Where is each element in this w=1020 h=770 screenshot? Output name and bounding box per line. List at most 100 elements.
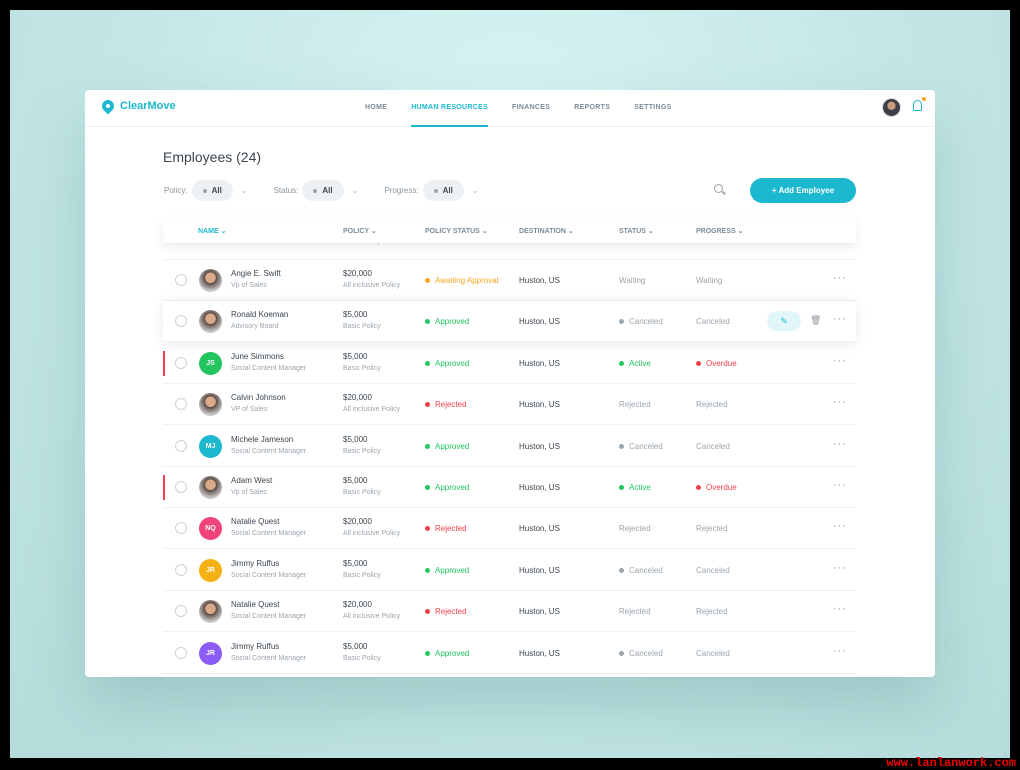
policy-status-dot-icon [425, 526, 430, 532]
row-checkbox[interactable] [175, 563, 187, 576]
policy-name: All inclusive Policy [343, 613, 401, 621]
row-checkbox[interactable] [175, 398, 187, 411]
employee-name[interactable]: Jimmy Ruffus [231, 641, 280, 651]
status: Active [619, 359, 651, 368]
status-text: Canceled [629, 441, 663, 451]
policy-name: All inclusive Policy [343, 406, 401, 414]
policy-status: Awaiting Approval [425, 276, 498, 285]
row-checkbox[interactable] [175, 646, 187, 659]
table-row[interactable]: Adam West Vp of Sales $5,000 Basic Policy Ap… [163, 467, 856, 508]
employee-role: Advisory Board [231, 323, 279, 331]
table-row[interactable]: JS June Simmons Social Content Manager $5,0… [163, 343, 856, 384]
row-checkbox[interactable] [175, 522, 187, 535]
nav-settings[interactable]: SETTINGS [634, 104, 672, 111]
table-row[interactable]: MJ Michele Jameson Social Content Manager $… [163, 426, 856, 467]
column-policy-status[interactable]: POLICY STATUS ⌄ [425, 228, 488, 235]
progress: Rejected [696, 607, 728, 616]
table-row[interactable]: Ronald Koeman Advisory Board $5,000 Basic P… [163, 301, 856, 343]
status-filter[interactable]: All [302, 180, 344, 201]
avatar: NQ [199, 517, 222, 541]
more-options-icon[interactable]: ··· [833, 603, 847, 616]
row-checkbox[interactable] [175, 274, 187, 286]
nav-human-resources[interactable]: HUMAN RESOURCES [411, 90, 489, 127]
chevron-down-icon[interactable]: ⌄ [240, 186, 248, 195]
table-row[interactable]: JR Jimmy Ruffus Social Content Manager $5,0… [163, 633, 856, 674]
row-checkbox[interactable] [175, 481, 187, 493]
more-options-icon[interactable]: ··· [833, 520, 847, 533]
more-options-icon[interactable]: ··· [833, 561, 847, 574]
nav-home[interactable]: HOME [365, 104, 388, 111]
chevron-down-icon[interactable]: ⌄ [351, 186, 359, 195]
employee-name[interactable]: Adam West [231, 476, 273, 485]
more-options-icon[interactable]: ··· [833, 644, 847, 657]
policy-filter[interactable]: All [191, 180, 233, 201]
edit-button[interactable]: ✎ [767, 311, 801, 332]
status-filter-value: All [322, 186, 333, 195]
policy-status-text: Approved [435, 441, 470, 451]
row-checkbox[interactable] [175, 439, 187, 452]
bell-icon[interactable] [913, 97, 926, 111]
status-text: Active [629, 358, 651, 368]
policy-status-text: Approved [435, 565, 470, 575]
status: Rejected [619, 607, 651, 616]
employee-name[interactable]: Natalie Quest [231, 517, 280, 527]
destination: Huston, US [519, 276, 560, 285]
column-status[interactable]: STATUS ⌄ [619, 228, 654, 235]
trash-icon[interactable]: 🗑 [810, 315, 822, 326]
column-name[interactable]: NAME ⌄ [198, 228, 227, 235]
status: Canceled [619, 649, 663, 658]
more-options-icon[interactable]: ··· [833, 313, 847, 326]
nav-finances[interactable]: FINANCES [512, 104, 551, 111]
policy-status: Approved [425, 649, 469, 658]
employee-name[interactable]: Natalie Quest [231, 600, 280, 610]
nav-reports[interactable]: REPORTS [574, 104, 611, 111]
employee-name[interactable]: Angie E. Swift [231, 269, 281, 278]
policy-name: Basic Policy [343, 447, 381, 455]
progress-text: Rejected [696, 524, 728, 534]
table-row[interactable]: NQ Natalie Quest Social Content Manager $20… [163, 508, 856, 550]
table-row[interactable]: Calvin Johnson VP of Sales $20,000 All incl… [163, 384, 856, 426]
table-row[interactable]: JR Jimmy Ruffus Social Content Manager $5,0… [163, 550, 856, 591]
more-options-icon[interactable]: ··· [833, 396, 847, 409]
more-options-icon[interactable]: ··· [833, 272, 847, 284]
employee-name[interactable]: June Simmons [231, 351, 284, 361]
app-name: ClearMove [120, 100, 176, 112]
policy-status: Approved [425, 442, 469, 451]
row-checkbox[interactable] [175, 315, 187, 328]
status: Rejected [619, 400, 651, 409]
destination: Huston, US [519, 358, 560, 368]
employee-name[interactable]: Michele Jameson [231, 434, 294, 444]
column-destination[interactable]: DESTINATION ⌄ [519, 228, 574, 235]
column-label: POLICY [343, 228, 369, 235]
logo[interactable]: ClearMove [99, 97, 176, 115]
employee-role: Vp of Sales [231, 489, 267, 496]
policy-status: Approved [425, 483, 469, 492]
employee-name[interactable]: Ronald Koeman [231, 310, 289, 320]
policy-filter-value: All [211, 186, 222, 195]
policy-amount: $5,000 [343, 476, 368, 485]
progress-filter-label: Progress: [384, 186, 419, 195]
employee-name[interactable]: Jimmy Ruffus [231, 558, 280, 568]
chevron-down-icon[interactable]: ⌄ [471, 186, 479, 195]
employee-role: Social Content Manager [231, 654, 307, 662]
search-icon[interactable] [714, 184, 723, 193]
progress-dot-icon [696, 485, 701, 490]
row-checkbox[interactable] [175, 605, 187, 618]
progress-text: Overdue [706, 483, 737, 492]
table-row[interactable]: Angie E. Swift Vp of Sales $20,000 All incl… [163, 260, 856, 301]
add-employee-button[interactable]: + Add Employee [750, 178, 856, 203]
more-options-icon[interactable]: ··· [833, 479, 847, 491]
column-policy[interactable]: POLICY ⌄ [343, 228, 377, 235]
avatar: JS [199, 351, 222, 375]
status-text: Canceled [629, 317, 663, 327]
user-avatar[interactable] [882, 98, 901, 117]
row-checkbox[interactable] [175, 356, 187, 369]
more-options-icon[interactable]: ··· [833, 354, 847, 367]
avatar: JR [199, 641, 222, 665]
destination: Huston, US [519, 607, 560, 617]
progress-filter[interactable]: All [422, 180, 464, 201]
column-progress[interactable]: PROGRESS ⌄ [696, 228, 744, 235]
more-options-icon[interactable]: ··· [833, 437, 847, 450]
employee-name[interactable]: Calvin Johnson [231, 393, 286, 403]
table-row[interactable]: Natalie Quest Social Content Manager $20,0… [163, 591, 856, 633]
